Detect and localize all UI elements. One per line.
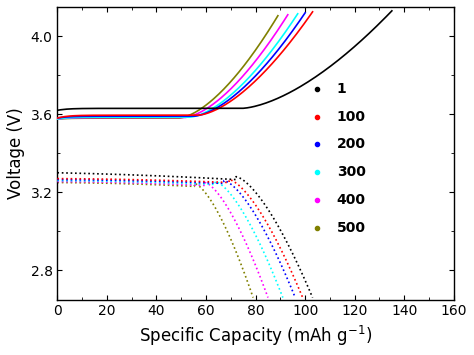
Text: 400: 400 <box>337 193 366 207</box>
Text: 100: 100 <box>337 110 366 124</box>
Text: 300: 300 <box>337 165 366 179</box>
Text: 200: 200 <box>337 137 366 152</box>
Y-axis label: Voltage (V): Voltage (V) <box>7 107 25 199</box>
Text: 500: 500 <box>337 221 366 235</box>
Text: 1: 1 <box>337 82 346 96</box>
X-axis label: Specific Capacity (mAh g$^{-1}$): Specific Capacity (mAh g$^{-1}$) <box>139 324 372 348</box>
